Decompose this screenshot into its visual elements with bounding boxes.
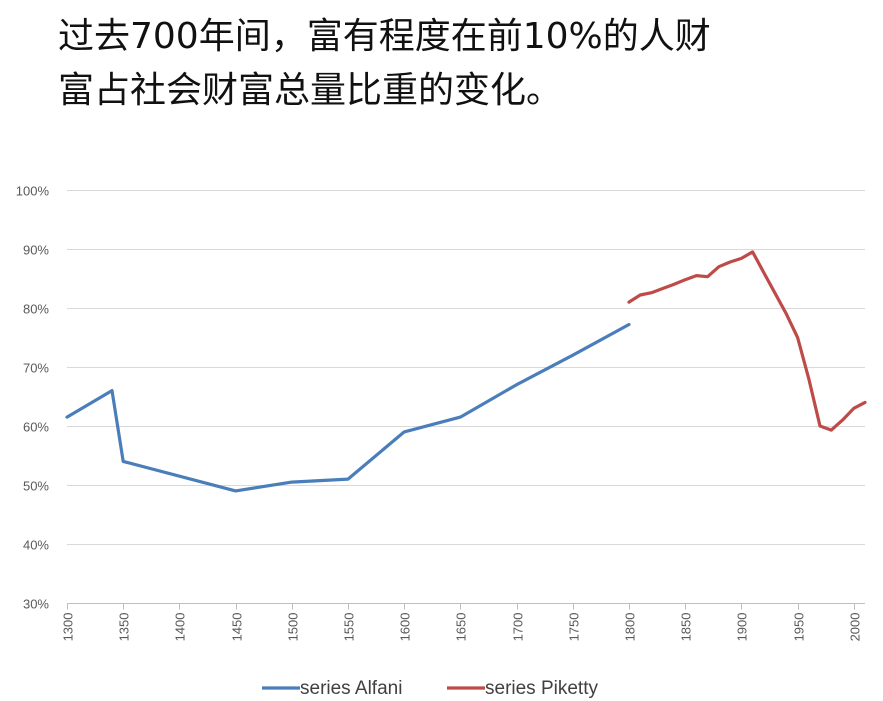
y-tick-label: 40% bbox=[23, 538, 49, 553]
gridlines bbox=[67, 190, 865, 545]
y-tick-label: 60% bbox=[23, 420, 49, 435]
y-tick-label: 30% bbox=[23, 597, 49, 612]
x-tick-label: 1750 bbox=[567, 613, 582, 642]
x-axis bbox=[67, 603, 865, 610]
legend: series Alfani series Piketty bbox=[262, 678, 598, 699]
x-tick-label: 1850 bbox=[679, 613, 694, 642]
chart-title-line-1: 过去700年间，富有程度在前10%的人财 bbox=[58, 16, 711, 57]
y-tick-label: 70% bbox=[23, 361, 49, 376]
chart-title-line-2: 富占社会财富总量比重的变化。 bbox=[58, 70, 563, 111]
x-tick-label: 1550 bbox=[342, 613, 357, 642]
y-axis-tick-labels: 30% 40% 50% 60% 70% 80% 90% 100% bbox=[16, 184, 50, 612]
series-lines bbox=[65, 250, 867, 493]
x-tick-label: 1400 bbox=[173, 613, 188, 642]
x-tick-label: 1350 bbox=[117, 613, 132, 642]
x-tick-label: 1800 bbox=[623, 613, 638, 642]
legend-label-alfani: series Alfani bbox=[300, 678, 402, 699]
y-tick-label: 100% bbox=[16, 184, 50, 199]
chart-title: 过去700年间，富有程度在前10%的人财 富占社会财富总量比重的变化。 bbox=[58, 10, 858, 118]
x-tick-label: 1450 bbox=[230, 613, 245, 642]
x-tick-label: 1300 bbox=[61, 613, 76, 642]
x-tick-label: 1500 bbox=[286, 613, 301, 642]
x-tick-label: 1650 bbox=[454, 613, 469, 642]
x-tick-label: 1600 bbox=[398, 613, 413, 642]
x-tick-label: 1700 bbox=[511, 613, 526, 642]
y-tick-label: 50% bbox=[23, 479, 49, 494]
legend-label-piketty: series Piketty bbox=[485, 678, 598, 699]
y-tick-label: 90% bbox=[23, 243, 49, 258]
x-axis-tick-labels: 1300 1350 1400 1450 1500 1550 1600 1650 1700 1750… bbox=[61, 613, 863, 642]
x-tick-label: 1900 bbox=[735, 613, 750, 642]
series-line-piketty bbox=[627, 250, 867, 432]
x-tick-label: 1950 bbox=[792, 613, 807, 642]
y-tick-label: 80% bbox=[23, 302, 49, 317]
x-tick-label: 2000 bbox=[848, 613, 863, 642]
series-line-alfani bbox=[65, 322, 631, 493]
